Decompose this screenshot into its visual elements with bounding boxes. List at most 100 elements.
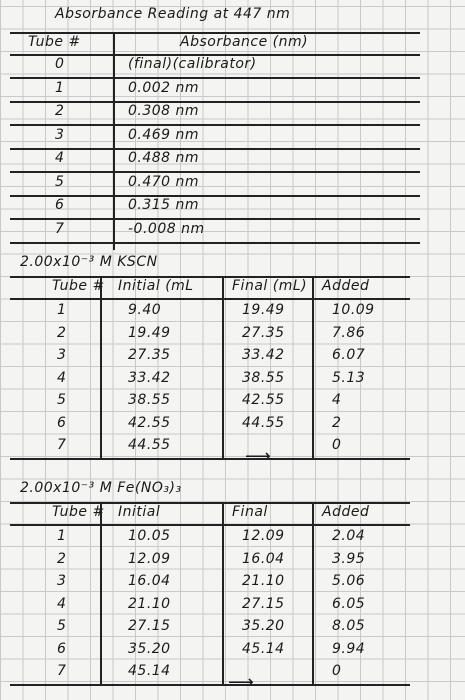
cell: 12.09 — [242, 528, 285, 544]
cell: 42.55 — [128, 414, 171, 431]
column-header: Tube # — [52, 504, 105, 520]
cell: 3.95 — [332, 550, 366, 567]
cell: 10.09 — [332, 302, 375, 318]
rule — [222, 276, 224, 458]
cell: 2 — [332, 414, 342, 431]
cell: 16.04 — [242, 550, 285, 567]
cell: 27.35 — [128, 347, 171, 363]
cell: 27.15 — [242, 595, 285, 612]
tube-number: 6 — [55, 197, 65, 213]
cell: 3 — [57, 573, 67, 589]
rule — [10, 298, 410, 300]
cell: 21.10 — [242, 573, 285, 589]
tube-number: 2 — [55, 103, 65, 119]
cell: 16.04 — [128, 573, 171, 589]
cell: 4 — [57, 595, 67, 612]
tube-number: 7 — [55, 220, 65, 237]
cell: 6.07 — [332, 347, 366, 363]
cell: 2.04 — [332, 528, 366, 544]
cell: 19.49 — [242, 302, 285, 318]
cell: 33.42 — [128, 369, 171, 386]
rule — [10, 524, 410, 526]
cell: 4 — [332, 392, 342, 408]
cell: 6 — [57, 640, 67, 657]
absorbance-value: 0.469 nm — [128, 126, 200, 143]
column-header: Absorbance (nm) — [180, 34, 309, 50]
cell: 44.55 — [128, 437, 171, 453]
column-header: Tube # — [28, 34, 81, 50]
cell: 45.14 — [128, 663, 171, 679]
tube-number: 4 — [55, 150, 65, 166]
column-header: Added — [322, 278, 370, 294]
cell: 10.05 — [128, 528, 171, 544]
cell: 27.35 — [242, 324, 285, 341]
cell: 42.55 — [242, 392, 285, 408]
cell: 38.55 — [128, 392, 171, 408]
cell: 45.14 — [242, 640, 285, 657]
absorbance-value: (final)(calibrator) — [128, 56, 257, 72]
rule — [10, 194, 420, 197]
rule — [100, 276, 102, 458]
cell: 9.94 — [332, 640, 366, 657]
rule — [100, 502, 102, 684]
column-header: Tube # — [52, 278, 105, 294]
column-header: Added — [322, 504, 370, 520]
cell: 2 — [57, 324, 67, 341]
cell: 19.49 — [128, 324, 171, 341]
arrow: ⟶ — [245, 446, 271, 467]
absorbance-value: 0.488 nm — [128, 150, 200, 166]
absorbance-value: 0.470 nm — [128, 173, 200, 190]
cell: 7 — [57, 437, 67, 453]
cell: 35.20 — [128, 640, 171, 657]
rule — [10, 276, 410, 278]
cell: 1 — [57, 302, 67, 318]
cell: 0 — [332, 663, 342, 679]
column-header: Final — [232, 504, 268, 520]
tube-number: 0 — [55, 56, 65, 72]
cell: 5.06 — [332, 573, 366, 589]
cell: 9.40 — [128, 302, 162, 318]
column-header: Initial (mL — [118, 278, 194, 294]
rule — [10, 241, 420, 244]
cell: 8.05 — [332, 618, 366, 634]
cell: 7 — [57, 663, 67, 679]
rule — [10, 147, 420, 150]
cell: 0 — [332, 437, 342, 453]
section-title: Absorbance Reading at 447 nm — [55, 6, 291, 22]
rule — [312, 502, 314, 684]
cell: 38.55 — [242, 369, 285, 386]
rule — [10, 457, 410, 460]
section-title: 2.00x10⁻³ M KSCN — [20, 254, 158, 270]
cell: 5 — [57, 618, 67, 634]
cell: 21.10 — [128, 595, 171, 612]
rule — [10, 683, 410, 686]
cell: 12.09 — [128, 550, 171, 567]
cell: 7.86 — [332, 324, 366, 341]
rule — [113, 32, 115, 250]
tube-number: 3 — [55, 126, 65, 143]
cell: 2 — [57, 550, 67, 567]
absorbance-value: 0.002 nm — [128, 79, 200, 96]
cell: 33.42 — [242, 347, 285, 363]
column-header: Initial — [118, 504, 161, 520]
cell: 5.13 — [332, 369, 366, 386]
rule — [10, 100, 420, 103]
arrow: ⟶ — [228, 672, 254, 693]
cell: 4 — [57, 369, 67, 386]
tube-number: 1 — [55, 79, 65, 96]
rule — [10, 171, 420, 173]
cell: 6.05 — [332, 595, 366, 612]
rule — [10, 54, 420, 56]
cell: 5 — [57, 392, 67, 408]
tube-number: 5 — [55, 173, 65, 190]
cell: 35.20 — [242, 618, 285, 634]
rule — [10, 77, 420, 79]
rule — [10, 218, 420, 220]
cell: 6 — [57, 414, 67, 431]
cell: 27.15 — [128, 618, 171, 634]
absorbance-value: 0.315 nm — [128, 197, 200, 213]
column-header: Final (mL) — [232, 278, 308, 294]
cell: 44.55 — [242, 414, 285, 431]
rule — [10, 502, 410, 504]
